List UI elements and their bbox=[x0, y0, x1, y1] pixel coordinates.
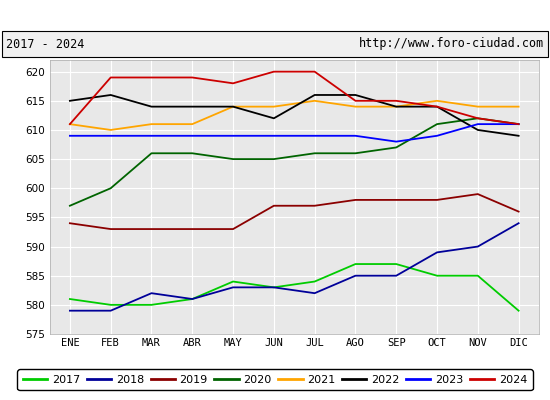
Text: Evolucion num de emigrantes en Mesía: Evolucion num de emigrantes en Mesía bbox=[117, 7, 433, 23]
FancyBboxPatch shape bbox=[2, 31, 548, 57]
Text: 2017 - 2024: 2017 - 2024 bbox=[6, 38, 84, 50]
Legend: 2017, 2018, 2019, 2020, 2021, 2022, 2023, 2024: 2017, 2018, 2019, 2020, 2021, 2022, 2023… bbox=[18, 369, 532, 390]
Text: http://www.foro-ciudad.com: http://www.foro-ciudad.com bbox=[359, 38, 544, 50]
